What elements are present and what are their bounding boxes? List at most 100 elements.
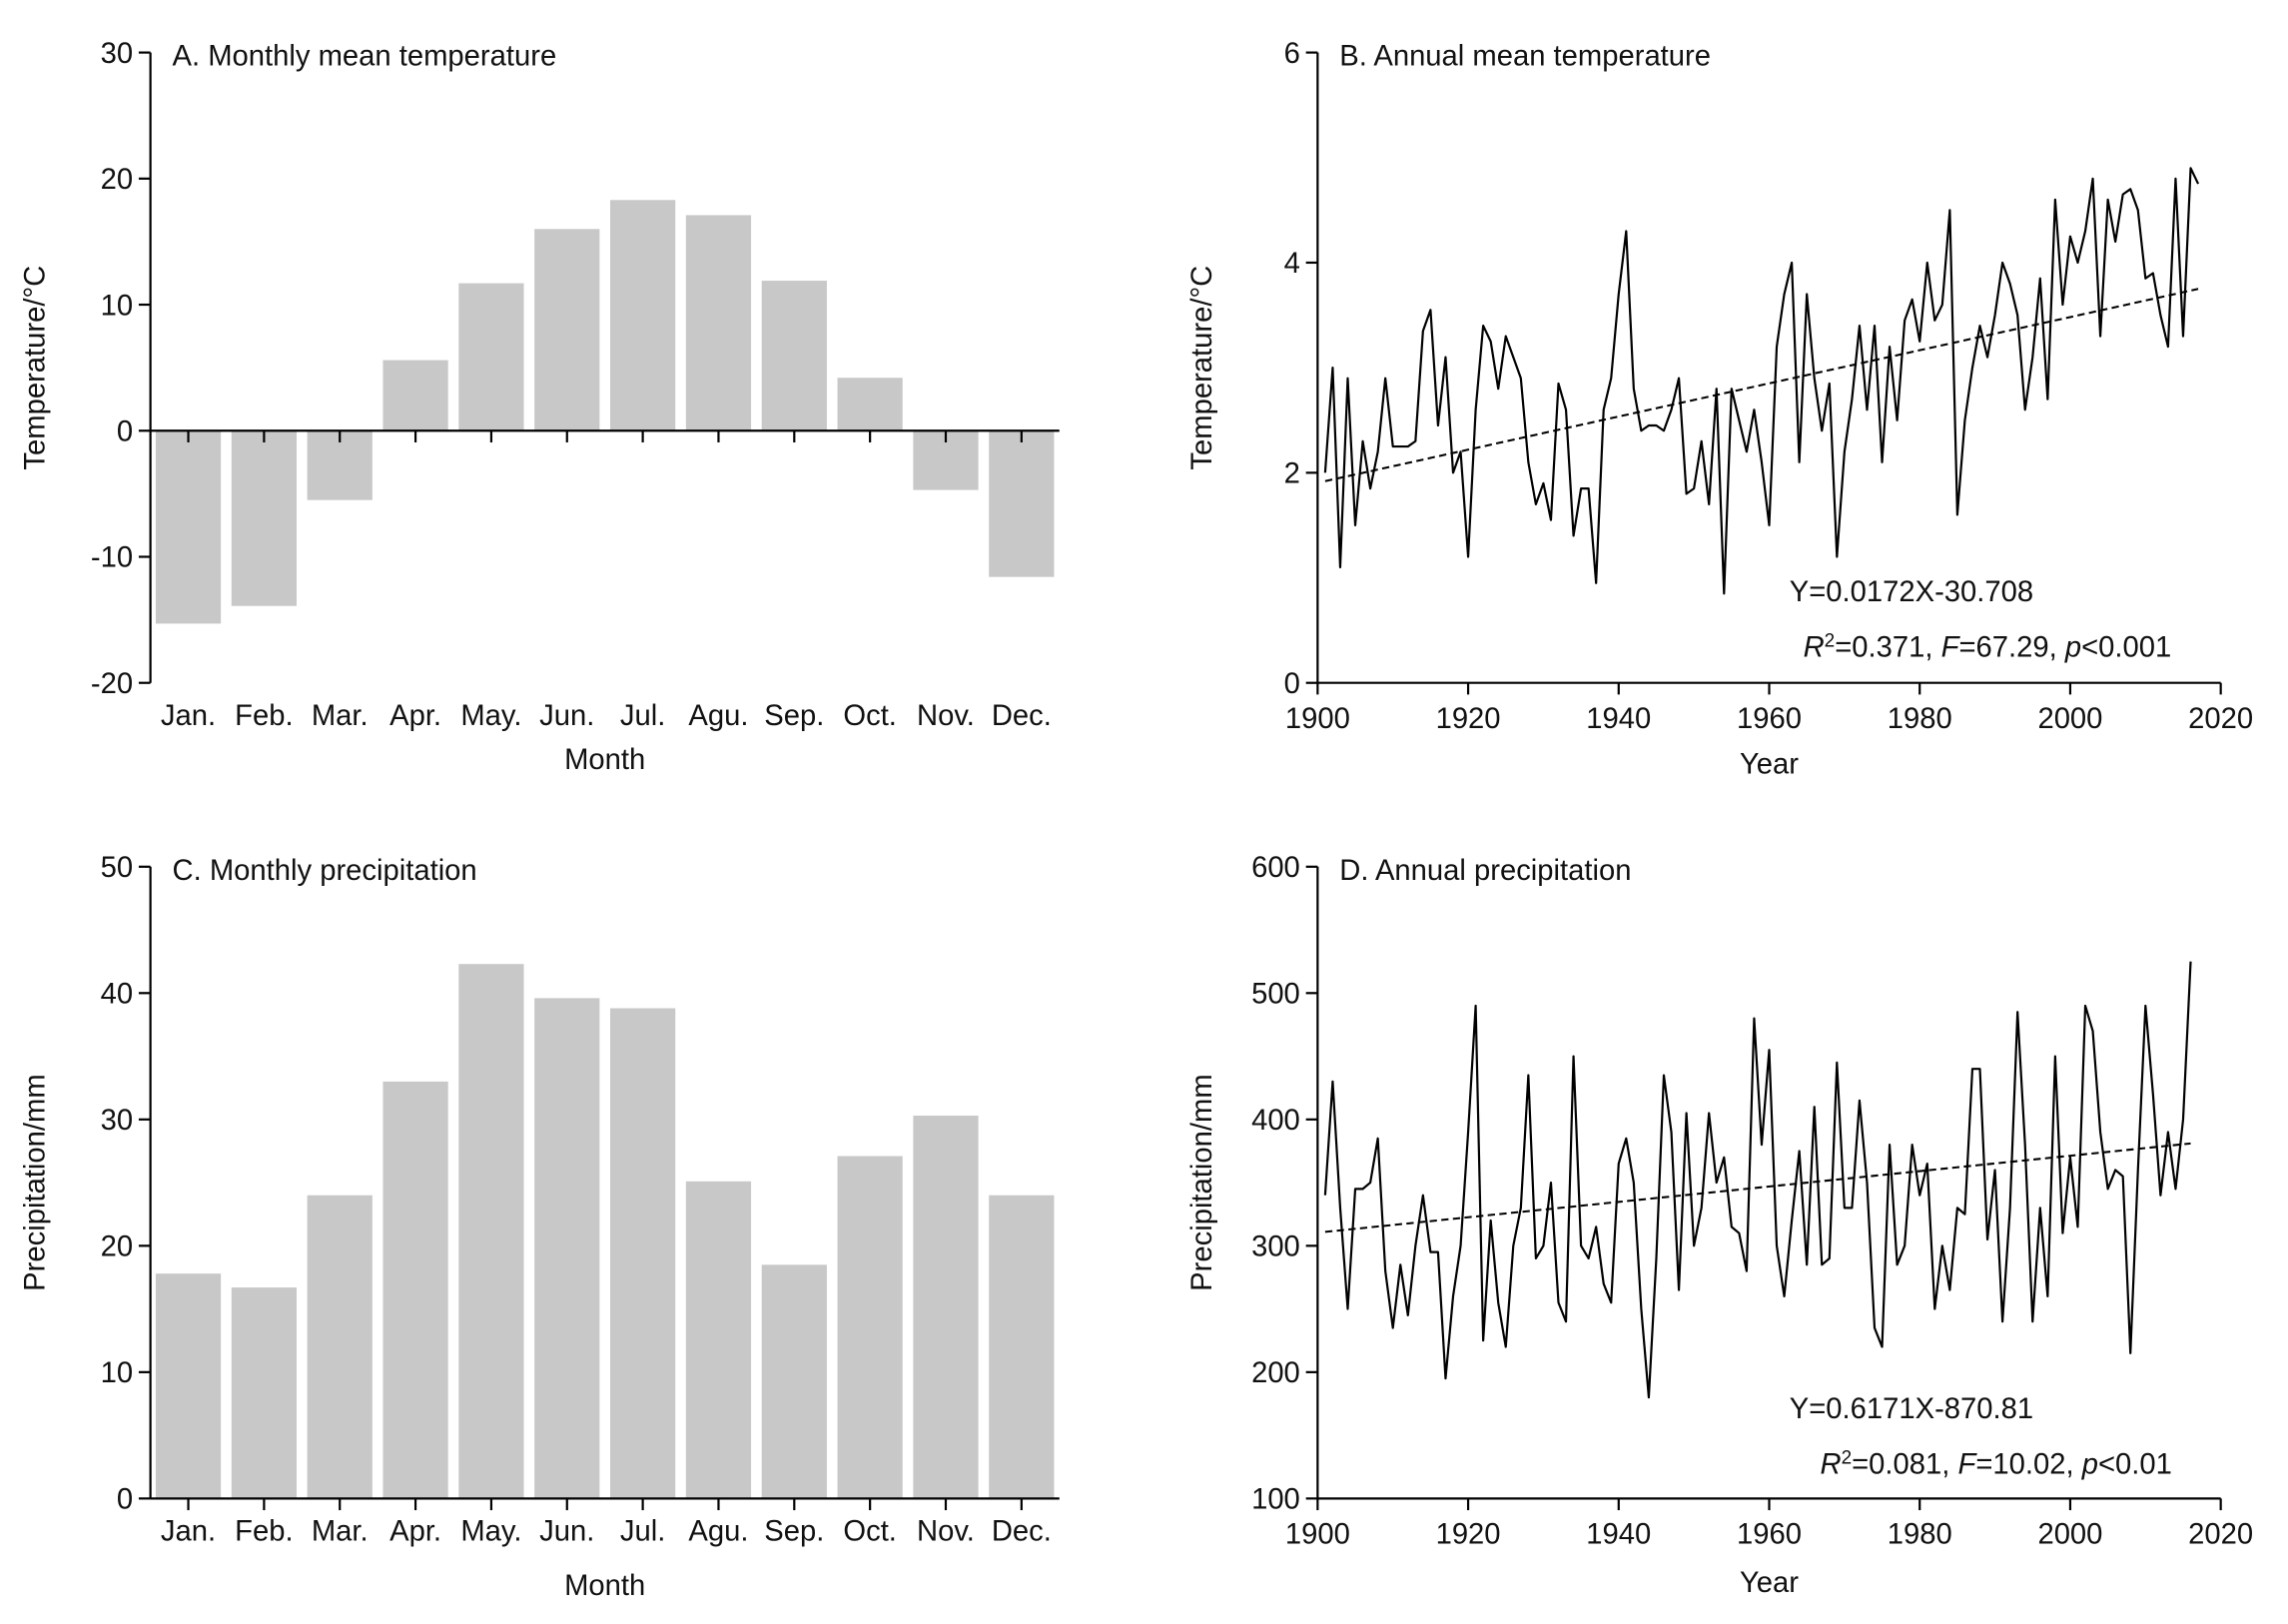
y-tick-label: 40 [101, 979, 133, 1011]
trend-line [1324, 288, 2199, 482]
x-tick-label: Mar. [312, 700, 369, 732]
x-tick-label: May. [460, 1516, 521, 1548]
y-tick-label: 6 [1284, 38, 1300, 70]
x-tick-label: Dec. [992, 1516, 1052, 1548]
x-tick-label: Nov. [917, 700, 975, 732]
data-line [1323, 961, 2192, 1399]
bar [155, 430, 222, 624]
y-tick-label: 50 [101, 852, 133, 884]
bar [382, 1081, 448, 1499]
y-axis-label: Temperature/°C [19, 266, 51, 470]
x-tick-label: 2000 [2037, 703, 2102, 735]
y-tick-label: 2 [1284, 458, 1300, 490]
annotation-part: <0.001 [2081, 631, 2171, 663]
bar [761, 281, 827, 431]
bar [913, 1116, 979, 1499]
annotation-part: p [2064, 631, 2081, 663]
x-tick-label: 1960 [1737, 1519, 1802, 1551]
bar [155, 1273, 222, 1499]
annotation: R2=0.081, F=10.02, p<0.01 [1820, 1447, 2171, 1481]
x-tick-label: 1940 [1586, 703, 1651, 735]
bar [837, 1156, 903, 1499]
annotation-part: =0.081, [1852, 1449, 1957, 1481]
bar [231, 430, 297, 606]
y-tick-label: 0 [117, 415, 133, 447]
panel-title: D. Annual precipitation [1339, 855, 1631, 887]
x-tick-label: Oct. [843, 700, 897, 732]
x-tick-label: Agu. [688, 700, 748, 732]
x-tick-label: Apr. [389, 700, 441, 732]
annotation-part: p [2081, 1449, 2098, 1481]
y-axis-label: Precipitation/mm [19, 1074, 51, 1290]
annotation: R2=0.371, F=67.29, p<0.001 [1804, 630, 2172, 664]
annotation-part: Y=0.6171X-870.81 [1790, 1393, 2033, 1425]
y-tick-label: 20 [101, 1231, 133, 1263]
x-tick-label: 1900 [1285, 1519, 1350, 1551]
bar [989, 430, 1055, 577]
x-tick-label: Dec. [992, 700, 1052, 732]
x-axis-label: Month [564, 1570, 645, 1602]
annotation-part: F [1958, 1449, 1978, 1481]
annotation-part: F [1941, 631, 1961, 663]
x-axis-label: Month [564, 744, 645, 776]
y-tick-label: -20 [91, 668, 133, 700]
x-tick-label: Feb. [235, 700, 293, 732]
y-tick-label: 4 [1284, 248, 1300, 280]
y-tick-label: 300 [1251, 1231, 1300, 1263]
x-tick-label: 1980 [1888, 703, 1952, 735]
bar [534, 229, 600, 431]
bar [458, 964, 524, 1499]
y-tick-label: 0 [117, 1484, 133, 1516]
x-tick-label: Jul. [620, 700, 665, 732]
annotation-part: 2 [1825, 630, 1836, 651]
y-tick-label: 30 [101, 38, 133, 70]
annotation-part: <0.01 [2098, 1449, 2172, 1481]
y-tick-label: 30 [101, 1105, 133, 1137]
annotation-part: Y=0.0172X-30.708 [1790, 576, 2033, 608]
y-tick-label: 20 [101, 164, 133, 196]
x-tick-label: Feb. [235, 1516, 293, 1548]
annotation: Y=0.6171X-870.81 [1790, 1393, 2033, 1425]
x-tick-label: Apr. [389, 1516, 441, 1548]
panel-title: C. Monthly precipitation [173, 855, 477, 887]
annotation-part: =0.371, [1835, 631, 1940, 663]
x-tick-label: 1980 [1888, 1519, 1952, 1551]
y-tick-label: 400 [1251, 1105, 1300, 1137]
x-tick-label: May. [460, 700, 521, 732]
x-tick-label: Jan. [161, 700, 216, 732]
annotation-part: 2 [1842, 1447, 1853, 1468]
x-tick-label: 1920 [1436, 703, 1501, 735]
bar [685, 1181, 752, 1499]
trend-line [1324, 1142, 2191, 1233]
x-tick-label: Oct. [843, 1516, 897, 1548]
bar [610, 1008, 676, 1499]
y-axis-label: Temperature/°C [1186, 266, 1218, 470]
x-axis-label: Year [1740, 748, 1799, 780]
bar [610, 200, 676, 431]
x-tick-label: Agu. [688, 1516, 748, 1548]
bar [534, 998, 600, 1499]
annotation-part: R [1820, 1449, 1841, 1481]
y-tick-label: -10 [91, 542, 133, 574]
annotation-part: =10.02, [1975, 1449, 2081, 1481]
y-tick-label: 600 [1251, 852, 1300, 884]
y-tick-label: 200 [1251, 1357, 1300, 1389]
x-tick-label: 2020 [2188, 703, 2253, 735]
annotation-part: R [1804, 631, 1825, 663]
y-tick-label: 10 [101, 290, 133, 322]
x-tick-label: 1920 [1436, 1519, 1501, 1551]
y-tick-label: 0 [1284, 668, 1300, 700]
y-tick-label: 100 [1251, 1484, 1300, 1516]
bar [989, 1195, 1055, 1499]
bar [685, 215, 752, 431]
bar [761, 1264, 827, 1499]
x-tick-label: Jun. [539, 700, 594, 732]
x-tick-label: 2000 [2037, 1519, 2102, 1551]
x-tick-label: Jan. [161, 1516, 216, 1548]
x-tick-label: Sep. [764, 700, 824, 732]
bar [307, 1195, 373, 1499]
x-tick-label: 1900 [1285, 703, 1350, 735]
bar [382, 360, 448, 431]
